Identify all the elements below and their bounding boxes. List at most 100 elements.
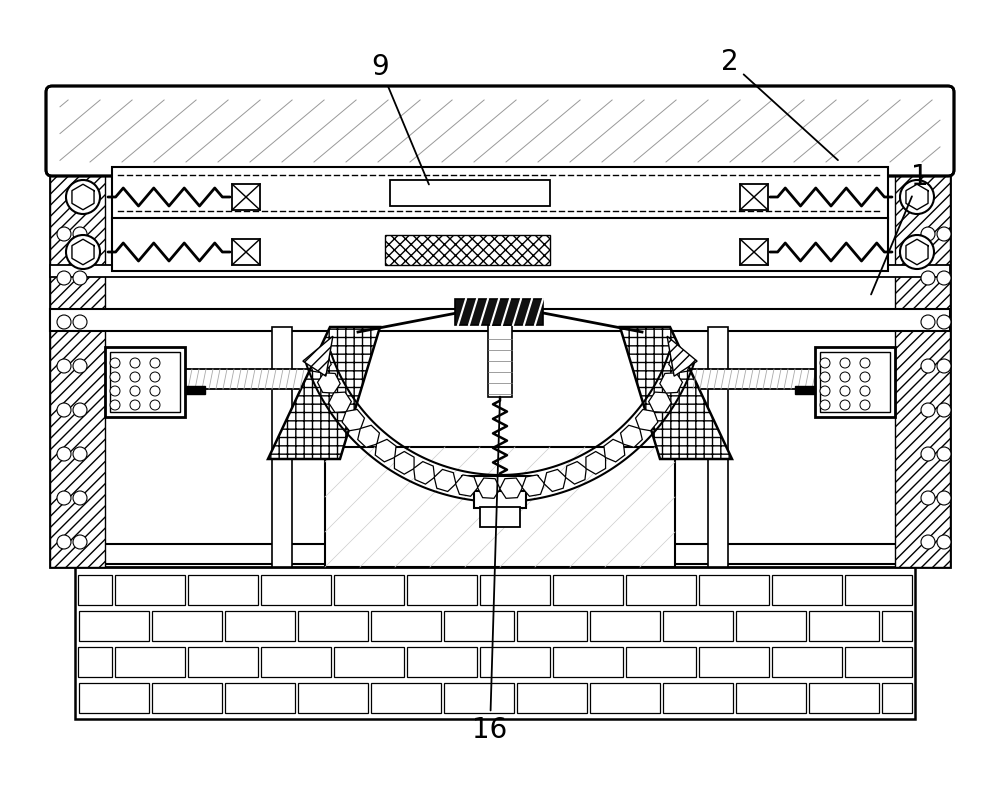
- Circle shape: [130, 358, 140, 368]
- Bar: [112, 218, 888, 271]
- Circle shape: [921, 447, 935, 461]
- Bar: [371, 611, 441, 641]
- Circle shape: [73, 447, 87, 461]
- Polygon shape: [660, 373, 682, 393]
- Bar: [325, 447, 675, 567]
- Polygon shape: [342, 409, 364, 430]
- Bar: [699, 575, 769, 605]
- Circle shape: [57, 227, 71, 241]
- Bar: [488, 325, 512, 397]
- Circle shape: [57, 359, 71, 373]
- Bar: [772, 647, 842, 677]
- Polygon shape: [621, 425, 642, 447]
- Circle shape: [937, 535, 951, 549]
- Bar: [105, 347, 185, 417]
- Circle shape: [921, 227, 935, 241]
- Circle shape: [73, 359, 87, 373]
- Bar: [371, 683, 441, 713]
- Bar: [663, 683, 733, 713]
- Circle shape: [57, 447, 71, 461]
- Bar: [795, 386, 815, 394]
- Circle shape: [820, 372, 830, 382]
- Polygon shape: [669, 352, 691, 373]
- Circle shape: [820, 358, 830, 368]
- Circle shape: [921, 359, 935, 373]
- Circle shape: [860, 386, 870, 396]
- Bar: [112, 167, 888, 219]
- Bar: [152, 683, 222, 713]
- Bar: [740, 239, 768, 265]
- Polygon shape: [522, 475, 544, 497]
- Bar: [78, 647, 112, 677]
- Circle shape: [110, 372, 120, 382]
- Polygon shape: [667, 336, 697, 376]
- Bar: [772, 575, 842, 605]
- Bar: [895, 167, 950, 567]
- Bar: [407, 575, 477, 605]
- Polygon shape: [375, 439, 396, 462]
- Circle shape: [860, 358, 870, 368]
- Bar: [626, 647, 696, 677]
- Bar: [517, 683, 587, 713]
- Bar: [261, 575, 331, 605]
- Polygon shape: [318, 373, 340, 393]
- Polygon shape: [434, 469, 456, 492]
- Bar: [232, 239, 260, 265]
- Circle shape: [820, 386, 830, 396]
- Bar: [407, 647, 477, 677]
- Bar: [474, 491, 526, 508]
- Polygon shape: [649, 392, 671, 412]
- Polygon shape: [358, 425, 379, 447]
- Circle shape: [130, 372, 140, 382]
- Circle shape: [921, 315, 935, 329]
- Circle shape: [860, 400, 870, 410]
- Circle shape: [57, 315, 71, 329]
- Bar: [225, 683, 295, 713]
- Bar: [690, 369, 885, 389]
- Bar: [708, 327, 728, 567]
- Bar: [517, 611, 587, 641]
- Bar: [50, 167, 105, 567]
- Circle shape: [66, 180, 100, 214]
- Bar: [152, 611, 222, 641]
- Text: 9: 9: [371, 53, 429, 184]
- Circle shape: [921, 403, 935, 417]
- Polygon shape: [414, 461, 435, 484]
- Bar: [65, 544, 925, 564]
- Bar: [225, 611, 295, 641]
- Bar: [110, 352, 180, 412]
- Circle shape: [110, 358, 120, 368]
- Bar: [298, 611, 368, 641]
- Polygon shape: [620, 327, 732, 459]
- Circle shape: [150, 400, 160, 410]
- Circle shape: [73, 227, 87, 241]
- Polygon shape: [586, 452, 606, 475]
- Bar: [298, 683, 368, 713]
- Bar: [809, 611, 879, 641]
- Circle shape: [66, 235, 100, 269]
- Bar: [462, 476, 538, 492]
- Bar: [188, 575, 258, 605]
- Circle shape: [110, 400, 120, 410]
- Bar: [50, 167, 950, 567]
- Bar: [845, 647, 912, 677]
- Bar: [590, 683, 660, 713]
- Bar: [261, 647, 331, 677]
- Circle shape: [820, 400, 830, 410]
- Circle shape: [937, 359, 951, 373]
- Bar: [79, 611, 149, 641]
- Circle shape: [73, 491, 87, 505]
- FancyBboxPatch shape: [46, 86, 954, 176]
- Bar: [820, 352, 890, 412]
- Circle shape: [840, 386, 850, 396]
- Circle shape: [921, 491, 935, 505]
- Circle shape: [900, 235, 934, 269]
- Polygon shape: [565, 461, 586, 484]
- Circle shape: [937, 315, 951, 329]
- Bar: [882, 611, 912, 641]
- Bar: [185, 386, 205, 394]
- Bar: [809, 683, 879, 713]
- Text: 16: 16: [472, 400, 508, 744]
- Circle shape: [57, 535, 71, 549]
- Circle shape: [150, 386, 160, 396]
